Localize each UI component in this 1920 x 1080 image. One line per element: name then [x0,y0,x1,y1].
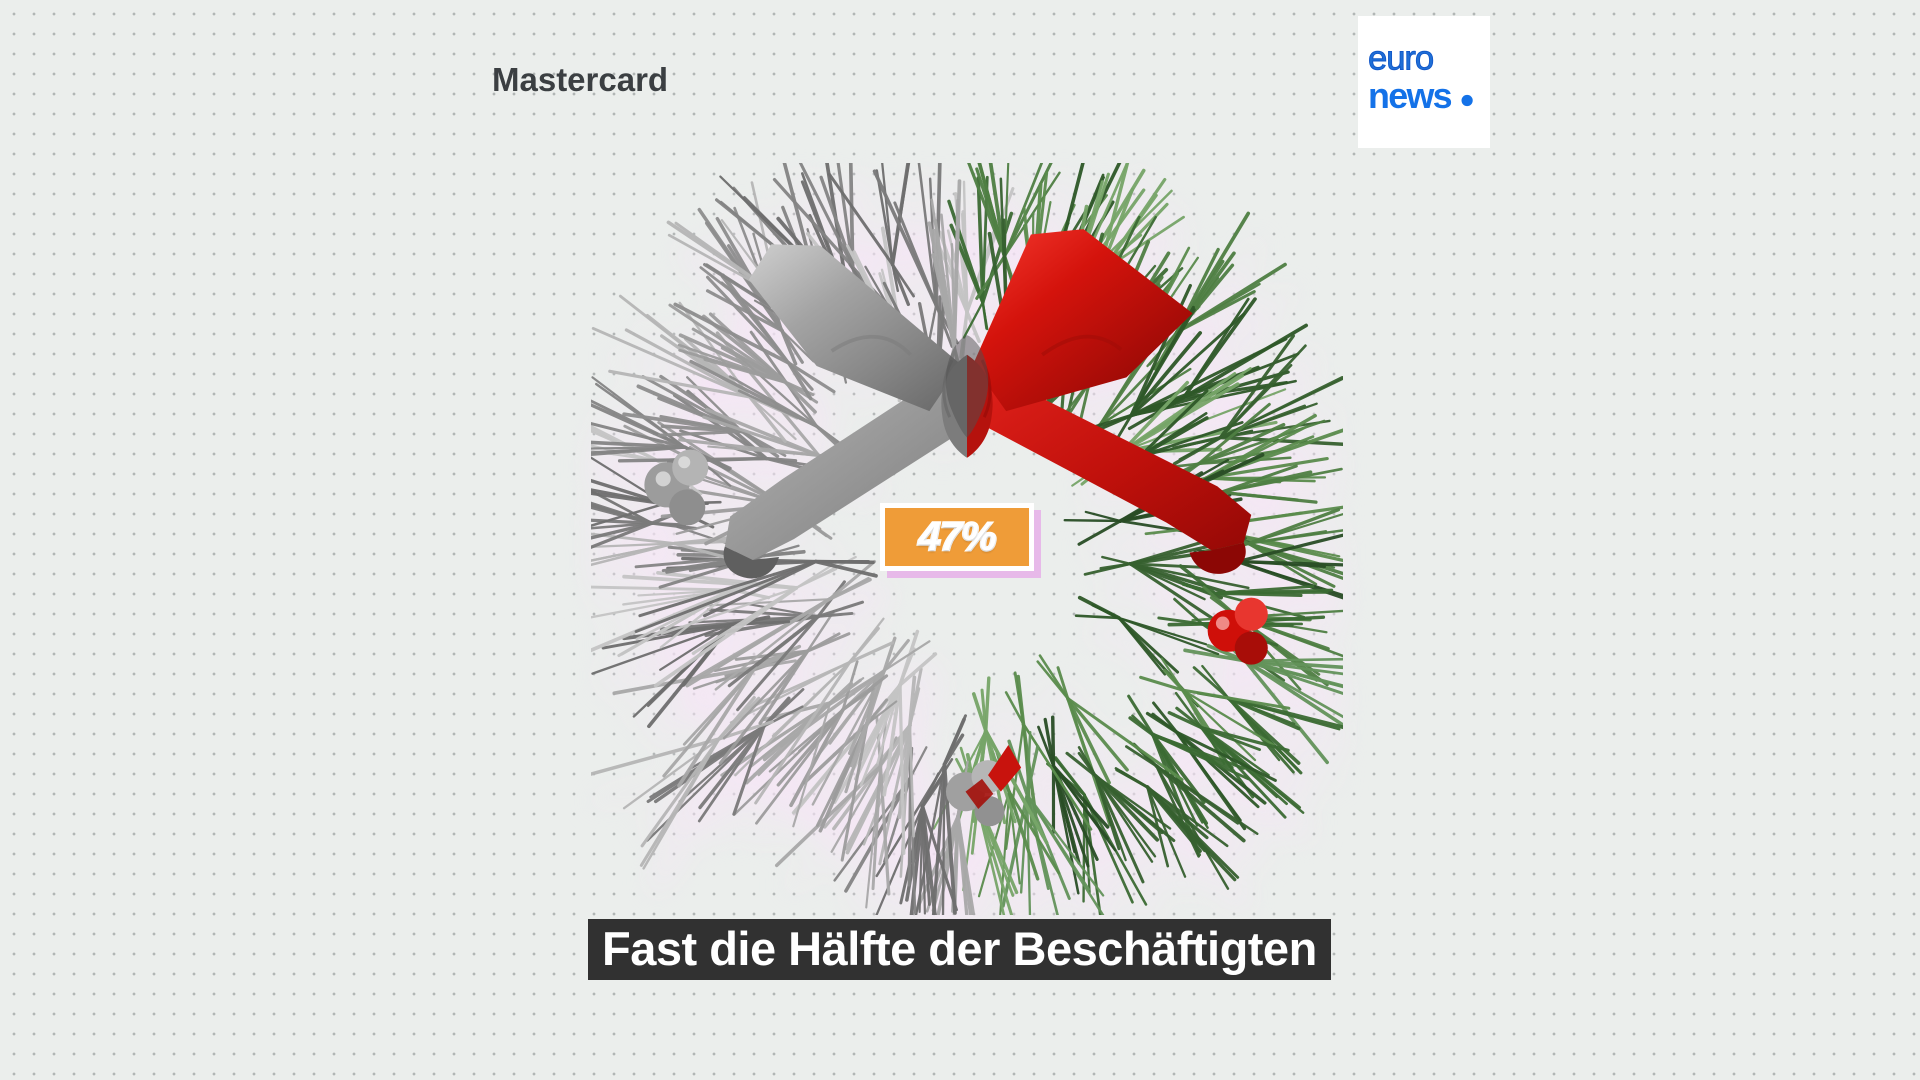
svg-text:news: news [1368,76,1452,116]
svg-text:euro: euro [1368,40,1433,78]
